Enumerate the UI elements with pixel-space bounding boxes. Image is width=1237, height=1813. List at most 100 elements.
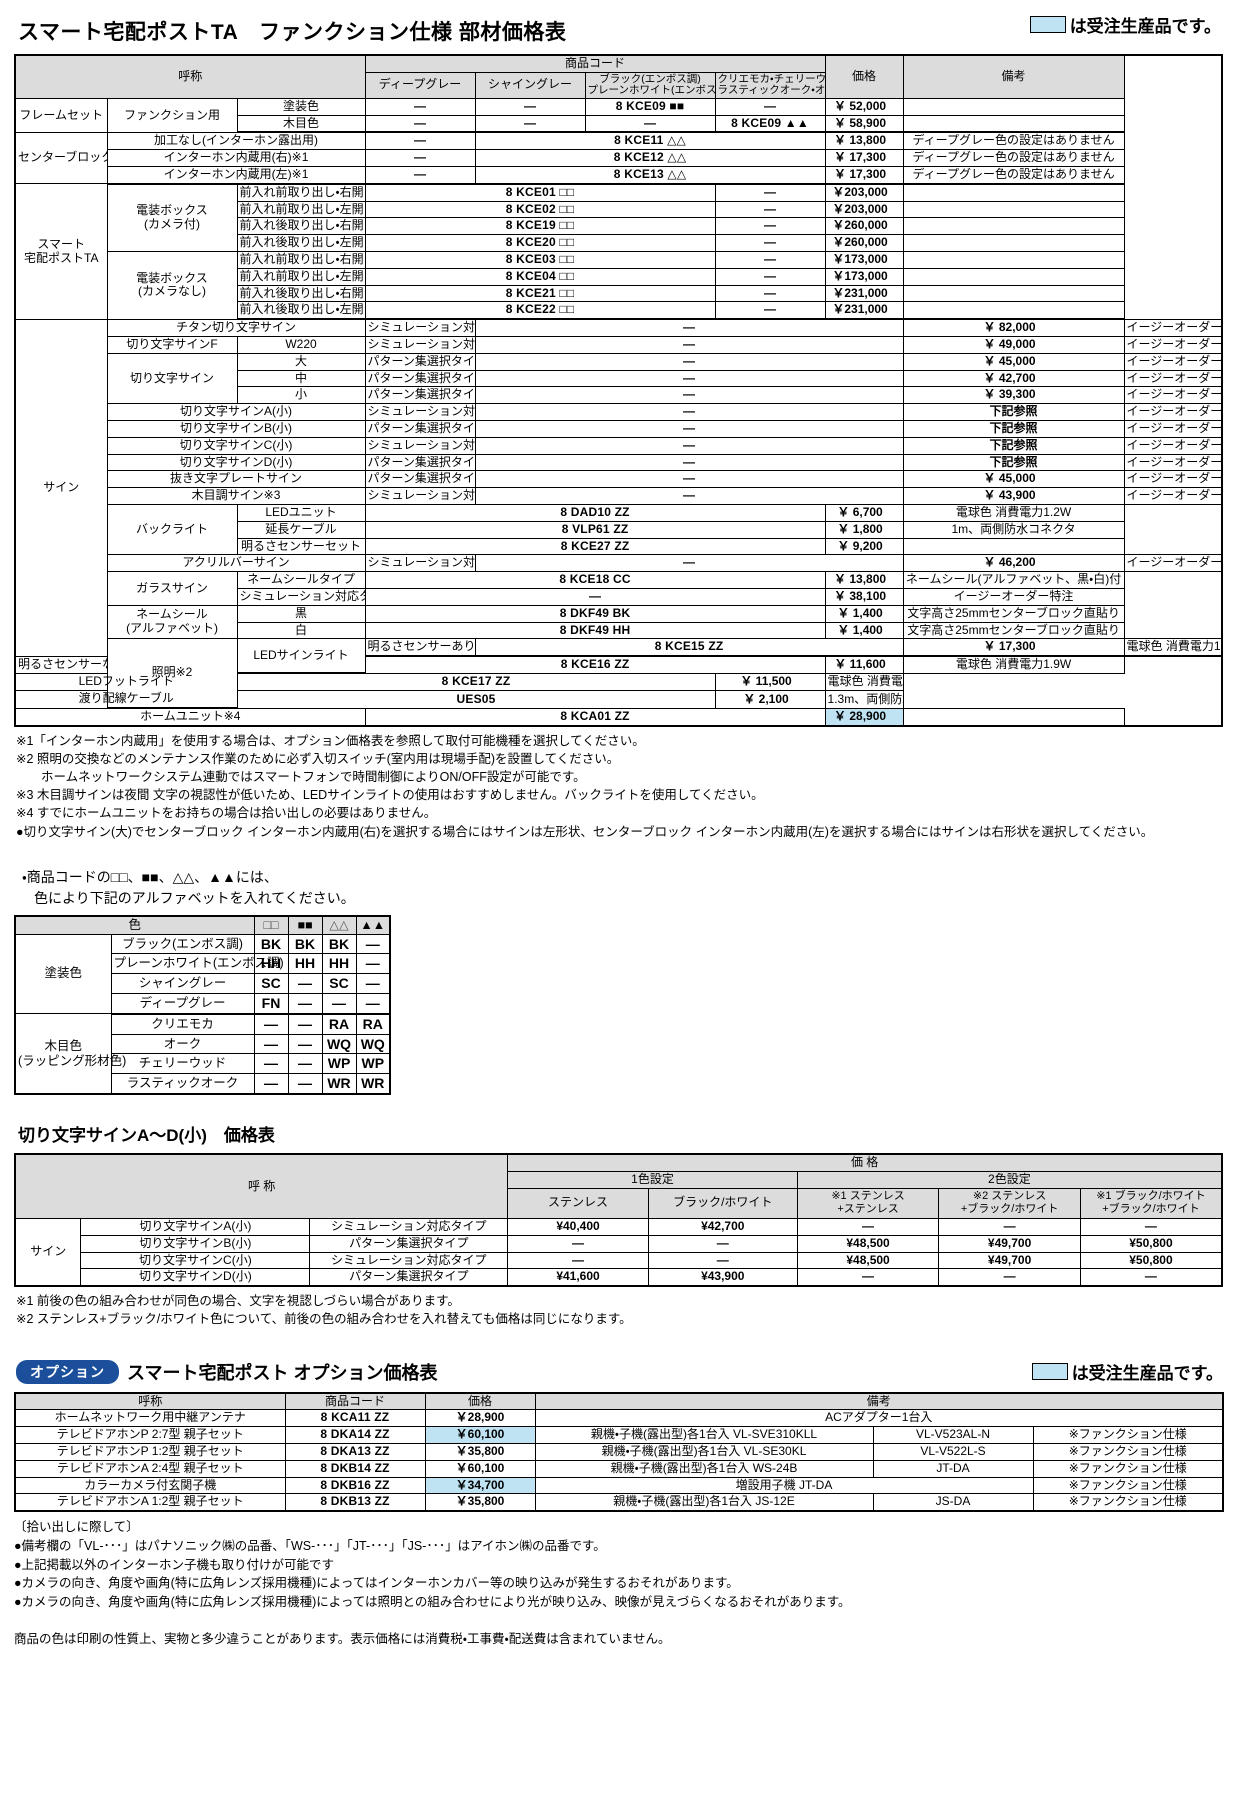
footnote-line: ※3 木目調サインは夜間 文字の視認性が低いため、LEDサインライトの使用はおす… bbox=[16, 788, 764, 803]
row-remark bbox=[902, 707, 1125, 727]
row-group-3: 前入れ前取り出し・左開き bbox=[236, 200, 366, 219]
option-row-remark-1: 親機・子機(露出型)各1台入 VL-SVE310KLL bbox=[534, 1426, 874, 1444]
row-group-3: パターン集選択タイプ bbox=[364, 386, 476, 405]
row-price: ￥203,000 bbox=[824, 183, 904, 202]
legend-code-value: HH bbox=[321, 953, 357, 975]
table-row: インターホン内蔵用(左)※1—8 KCE13 △△ ￥ 17,300 ディープグレー… bbox=[15, 166, 1222, 185]
col-header-shine-gray: シャイングレー bbox=[474, 71, 586, 99]
row-remark: イージーオーダー特注 bbox=[1123, 453, 1223, 472]
sign-col-stainless: ステンレス bbox=[507, 1187, 649, 1220]
legend-code-value: WR bbox=[321, 1073, 357, 1095]
tail-note-line: ●カメラの向き、角度や画角(特に広角レンズ採用機種)によっては照明との組み合わせ… bbox=[14, 1595, 851, 1610]
sign-row-price: ¥43,900 bbox=[647, 1268, 798, 1287]
row-remark bbox=[902, 284, 1125, 303]
product-code: 8 KCE11 △△ bbox=[474, 131, 826, 151]
table-row: カラーカメラ付玄関子機 8 DKB16 ZZ ￥34,700 増設用子機 JT-DA ※… bbox=[14, 1476, 1224, 1495]
table-row: 明るさセンサーセット 8 KCE27 ZZ ￥ 9,200 bbox=[15, 537, 1222, 556]
row-group-3: 前入れ後取り出し・右開き bbox=[236, 284, 366, 303]
row-group-2-size: 小 bbox=[236, 386, 366, 405]
sign-col-ss-ss: ※1 ステンレス +ステンレス bbox=[796, 1187, 940, 1220]
col-header-remarks: 備考 bbox=[902, 54, 1125, 99]
table-row: 切り文字サインFW220シミュレーション対応タイプ—￥ 49,000イージーオー… bbox=[15, 336, 1223, 354]
row-group-2: 加工なし(インターホン露出用) bbox=[106, 131, 366, 151]
table-row: テレビドアホンA 1:2型 親子セット 8 DKB13 ZZ ￥35,800 親機・子… bbox=[14, 1493, 1224, 1512]
footnote-line: ※1 前後の色の組み合わせが同色の場合、文字を視認しづらい場合があります。 bbox=[16, 1294, 460, 1309]
legend-code-value: — bbox=[253, 1053, 289, 1075]
table-row: アクリルバーサインシミュレーション対応タイプ—￥ 46,200イージーオーダー特… bbox=[15, 554, 1223, 573]
table-row: 前入れ前取り出し・左開き 8 KCE04 □□ — ￥173,000 bbox=[15, 267, 1222, 286]
row-group-3: シミュレーション対応タイプ bbox=[364, 487, 476, 506]
table-row: 切り文字サインB(小) パターン集選択タイプ — — ¥48,500 ¥49,700 ¥50… bbox=[15, 1234, 1223, 1253]
row-price: ￥ 1,400 bbox=[824, 621, 904, 640]
row-price: ￥173,000 bbox=[824, 267, 904, 286]
row-group-2-size: 中 bbox=[236, 369, 366, 388]
code-black-white: 8 KCE09 ■■ bbox=[584, 97, 716, 116]
option-row-name: テレビドアホンP 1:2型 親子セット bbox=[14, 1442, 286, 1461]
product-code: 8 KCE17 ZZ bbox=[236, 672, 716, 692]
product-code: 8 DKF49 BK bbox=[364, 604, 826, 623]
product-code: 8 KCE27 ZZ bbox=[364, 537, 826, 556]
table-row: 切り文字サインD(小) パターン集選択タイプ ¥41,600 ¥43,900— — — bbox=[15, 1268, 1223, 1287]
legend-code-value: — bbox=[253, 1033, 289, 1055]
sign-row-price: — bbox=[938, 1268, 1081, 1287]
code-wood: — bbox=[714, 183, 826, 202]
row-remark: イージーオーダー特注 bbox=[1123, 336, 1223, 354]
row-price: ￥ 17,300 bbox=[824, 166, 904, 185]
legend-col-triangle-filled-icon: ▲▲ bbox=[355, 915, 391, 935]
sign-row-price: — bbox=[647, 1234, 798, 1253]
legend-color-name: クリエモカ bbox=[110, 1013, 255, 1035]
row-group-3: パターン集選択タイプ bbox=[364, 453, 476, 472]
legend-code-value: — bbox=[355, 953, 391, 975]
row-price: 下記参照 bbox=[902, 436, 1125, 455]
row-price: ￥260,000 bbox=[824, 217, 904, 236]
row-group-2: 切り文字サインA(小) bbox=[106, 403, 366, 422]
row-group-2: 電装ボックス (カメラ付) bbox=[106, 183, 238, 253]
main-parts-price-table: 呼称 商品コード 価格 備考 ディープグレー シャイングレー ブラック(エンボス… bbox=[14, 54, 1223, 727]
row-price: ￥ 52,000 bbox=[824, 97, 904, 116]
product-code: — bbox=[474, 386, 904, 405]
code-wood: — bbox=[714, 217, 826, 236]
product-code: 8 KCE15 ZZ bbox=[474, 638, 904, 658]
legend-code-value: WQ bbox=[321, 1033, 357, 1055]
row-remark: イージーオーダー特注 bbox=[1123, 487, 1223, 506]
opt-col-name: 呼称 bbox=[14, 1392, 286, 1411]
product-code: — bbox=[474, 420, 904, 438]
product-code: — bbox=[474, 403, 904, 422]
legend-code-value: — bbox=[287, 993, 323, 1015]
sign-col-one-color: 1色設定 bbox=[507, 1170, 798, 1189]
row-price: ￥ 6,700 bbox=[824, 504, 904, 522]
col-header-name: 呼称 bbox=[14, 54, 366, 99]
table-row: 木目色 — — —8 KCE09 ▲▲ ￥ 58,900 bbox=[15, 114, 1222, 134]
option-row-remark-2: JT-DA bbox=[872, 1459, 1034, 1478]
legend-code-value: — bbox=[253, 1013, 289, 1035]
product-code: 8 KCE19 □□ bbox=[364, 217, 716, 236]
sign-row-price: ¥49,700 bbox=[938, 1234, 1081, 1253]
option-row-price: ￥35,800 bbox=[424, 1442, 536, 1461]
option-row-price: ￥60,100 bbox=[424, 1459, 536, 1478]
table-row: テレビドアホンA 2:4型 親子セット 8 DKB14 ZZ ￥60,100 親機・子… bbox=[14, 1459, 1224, 1478]
sign-row-price: — bbox=[1079, 1268, 1223, 1287]
row-remark: イージーオーダー特注 bbox=[1123, 554, 1223, 573]
legend-group-name: 塗装色 bbox=[14, 933, 112, 1015]
row-price: ￥260,000 bbox=[824, 234, 904, 253]
footnote-line: ※2 ステンレス+ブラック/ホワイト色について、前後の色の組み合わせを入れ替えて… bbox=[16, 1312, 632, 1327]
tail-notes: 〔拾い出しに際して〕 ●備考欄の「VL-･･･」はパナソニック㈱の品番、「WS-… bbox=[14, 1518, 1223, 1612]
product-code: — bbox=[474, 554, 904, 573]
option-row-remark-3: ※ファンクション仕様 bbox=[1032, 1426, 1224, 1444]
product-code: UES05 bbox=[236, 690, 716, 709]
code-shine-gray: — bbox=[474, 97, 586, 116]
legend-color-name: ラスティックオーク bbox=[110, 1073, 255, 1095]
tail-note-line: ●上記掲載以外のインターホン子機も取り付けが可能です bbox=[14, 1557, 335, 1572]
product-code: — bbox=[474, 369, 904, 388]
row-price: ￥ 58,900 bbox=[824, 114, 904, 134]
option-row-remark-1: ACアダプター1台入 bbox=[534, 1409, 1224, 1428]
legend-code-value: — bbox=[355, 933, 391, 955]
row-group-3: 明るさセンサーあり bbox=[364, 638, 476, 658]
legend-code-value: BK bbox=[287, 933, 323, 955]
row-remark: 電球色 消費電力1.9W bbox=[824, 672, 904, 692]
footnote-line: ●切り文字サイン(大)でセンターブロック インターホン内蔵用(右)を選択する場合… bbox=[16, 824, 1154, 839]
sign-row-price: — bbox=[507, 1251, 649, 1270]
row-remark: イージーオーダー特注 bbox=[1123, 470, 1223, 489]
legend-code-value: — bbox=[287, 1053, 323, 1075]
